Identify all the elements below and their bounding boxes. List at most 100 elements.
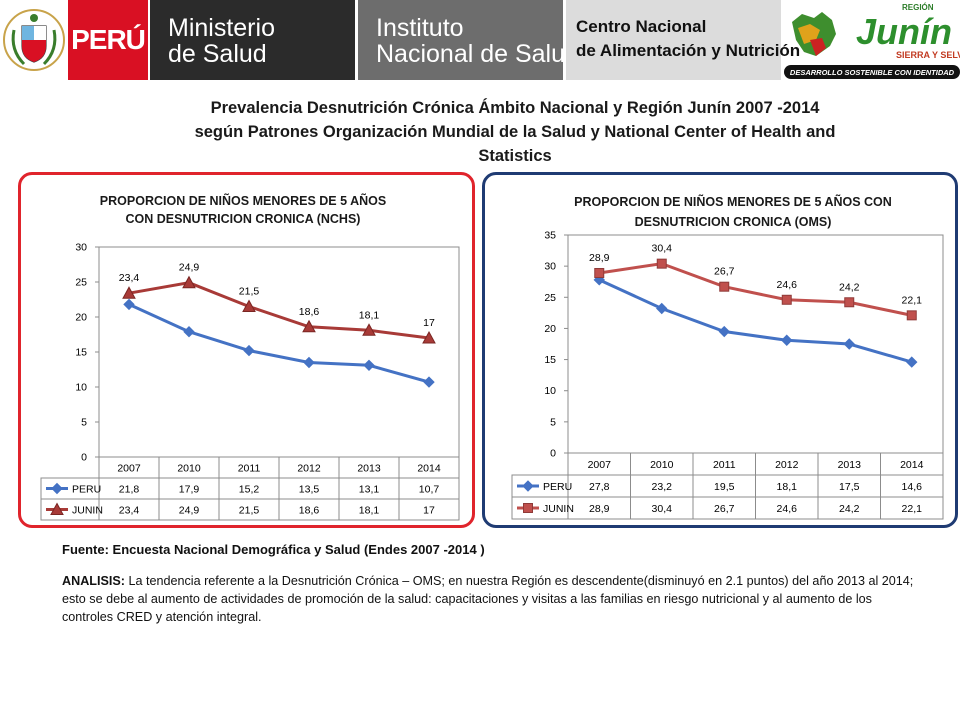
region-banner-text: DESARROLLO SOSTENIBLE CON IDENTIDAD: [790, 68, 955, 77]
data-point-peru: [656, 302, 668, 315]
table-cell: 24,6: [777, 503, 798, 515]
table-row-junin: [40, 498, 460, 521]
data-point-peru: [718, 325, 730, 338]
page-title: Prevalencia Desnutrición Crónica Ámbito …: [120, 96, 910, 168]
data-point-peru: [843, 338, 855, 350]
centro-nacional-logo: Centro Nacional de Alimentación y Nutric…: [566, 0, 800, 80]
x-category-label: 2014: [417, 462, 441, 474]
x-category-label: 2010: [177, 462, 201, 474]
nchs-line-chart: PROPORCION DE NIÑOS MENORES DE 5 AÑOS CON…: [40, 193, 460, 521]
source-note: Fuente: Encuesta Nacional Demográfica y …: [62, 542, 485, 557]
data-point-junin: [656, 258, 667, 269]
region-junin-logo: REGIÓN Junín SIERRA Y SELVA DESARROLLO S…: [784, 0, 960, 82]
plot-area: [98, 246, 460, 458]
table-cell: 21,5: [239, 504, 260, 516]
ministerio-de-salud-logo: Ministerio de Salud: [150, 0, 355, 80]
legend-label: PERU: [72, 483, 101, 495]
y-tick-label: 15: [75, 347, 87, 359]
centro-line-2: de Alimentación y Nutrición: [576, 41, 801, 60]
coat-of-arms-logo: [0, 0, 68, 80]
title-line-3: Statistics: [478, 147, 552, 165]
y-tick-label: 25: [75, 277, 87, 289]
data-label: 30,4: [652, 243, 673, 255]
y-tick-label: 30: [544, 261, 556, 273]
data-label: 17: [423, 317, 435, 329]
instituto-line-2: Nacional de Salud: [376, 40, 579, 68]
y-tick-label: 0: [81, 452, 87, 464]
x-category-label: 2013: [838, 459, 862, 471]
table-cell: 30,4: [652, 503, 673, 515]
series-line-peru: [128, 303, 430, 384]
coat-of-arms-icon: [3, 9, 65, 71]
data-point-peru: [123, 298, 135, 311]
y-tick-label: 10: [75, 382, 87, 394]
data-label: 21,5: [239, 286, 260, 298]
chart-title-line: PROPORCION DE NIÑOS MENORES DE 5 AÑOS CO…: [574, 194, 892, 209]
chart-title-line: PROPORCION DE NIÑOS MENORES DE 5 AÑOS: [100, 193, 386, 208]
table-cell: 17: [423, 504, 435, 516]
data-point-junin: [242, 299, 256, 312]
analysis-paragraph: ANALISIS: La tendencia referente a la De…: [62, 572, 922, 626]
data-point-peru: [363, 359, 375, 372]
data-point-peru: [781, 334, 793, 346]
chart-title-line: CON DESNUTRICION CRONICA (NCHS): [126, 212, 361, 226]
data-point-junin: [594, 267, 605, 278]
y-tick-label: 5: [81, 417, 87, 429]
legend-marker-junin: [50, 502, 64, 515]
series-line-junin: [128, 281, 430, 340]
x-category-label: 2007: [588, 459, 612, 471]
table-cell: 24,2: [839, 503, 860, 515]
x-category-label: 2007: [117, 462, 141, 474]
table-cell: 23,4: [119, 504, 140, 516]
data-point-peru: [906, 356, 918, 368]
peru-brand: PERÚ: [68, 0, 148, 80]
x-category-label: 2012: [297, 462, 321, 474]
table-cell: 15,2: [239, 483, 260, 495]
data-label: 24,6: [777, 279, 798, 291]
table-cell: 28,9: [589, 503, 610, 515]
y-tick-label: 0: [550, 448, 556, 460]
table-cell: 13,1: [359, 483, 380, 495]
y-tick-label: 15: [544, 354, 556, 366]
legend-marker-peru: [522, 480, 534, 492]
series-line-peru: [598, 278, 913, 364]
data-point-peru: [243, 344, 255, 357]
table-cell: 10,7: [419, 483, 440, 495]
instituto-line-1: Instituto: [376, 14, 464, 42]
data-label: 26,7: [714, 266, 735, 278]
oms-line-chart: PROPORCION DE NIÑOS MENORES DE 5 AÑOS CO…: [511, 194, 944, 520]
table-cell: 17,9: [179, 483, 200, 495]
table-cell: 26,7: [714, 503, 735, 515]
data-label: 23,4: [119, 272, 140, 284]
header-banner: PERÚ Ministerio de Salud Instituto Nacio…: [0, 0, 960, 82]
data-point-junin: [362, 323, 376, 336]
data-label: 24,9: [179, 262, 200, 274]
table-cell: 21,8: [119, 483, 140, 495]
y-tick-label: 35: [544, 230, 556, 242]
ministerio-line-1: Ministerio: [168, 14, 275, 42]
table-cell: 18,1: [777, 481, 798, 493]
title-line-1: Prevalencia Desnutrición Crónica Ámbito …: [210, 99, 820, 117]
x-category-label: 2014: [900, 459, 924, 471]
data-point-junin: [844, 297, 855, 308]
data-point-junin: [302, 319, 316, 333]
centro-line-1: Centro Nacional: [576, 17, 707, 36]
data-point-junin: [422, 330, 436, 344]
data-point-peru: [183, 325, 195, 338]
legend-marker-peru: [51, 482, 63, 495]
plot-area: [567, 234, 944, 454]
region-tag-text: SIERRA Y SELVA: [896, 50, 960, 60]
table-cell: 24,9: [179, 504, 200, 516]
chart-title-line: DESNUTRICION CRONICA (OMS): [635, 215, 832, 229]
instituto-nacional-logo: Instituto Nacional de Salud: [358, 0, 579, 80]
y-tick-label: 10: [544, 385, 556, 397]
data-point-junin: [182, 275, 196, 289]
data-label: 28,9: [589, 252, 610, 264]
title-line-2: según Patrones Organización Mundial de l…: [194, 123, 836, 141]
y-tick-label: 20: [75, 312, 87, 324]
oms-chart-panel: PROPORCION DE NIÑOS MENORES DE 5 AÑOS CO…: [482, 172, 958, 528]
data-point-junin: [906, 310, 917, 321]
table-cell: 14,6: [902, 481, 923, 493]
nchs-chart-panel: PROPORCION DE NIÑOS MENORES DE 5 AÑOS CON…: [18, 172, 475, 528]
y-tick-label: 5: [550, 416, 556, 428]
